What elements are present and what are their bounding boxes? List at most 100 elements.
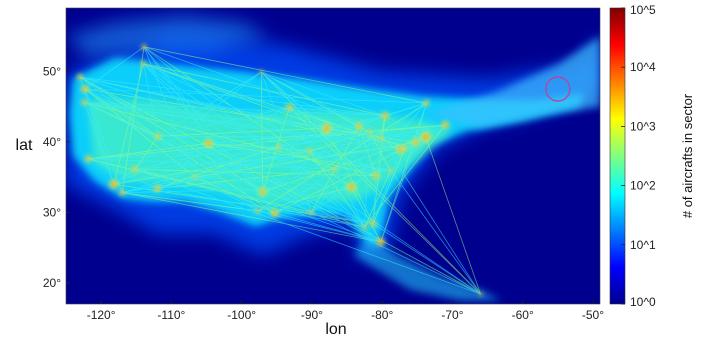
route-line [380,102,427,243]
route-line [84,102,263,193]
route-line [390,124,446,172]
route-line [157,188,365,228]
route-line [121,46,145,193]
hub-hotspot [140,60,147,67]
hub-hotspot [440,120,450,130]
hub-hotspot [354,122,364,131]
colorbar-ticks: 10^0 10^1 10^2 10^3 10^4 10^5 [621,3,656,309]
y-tick-label: 50° [43,64,61,78]
route-line [208,142,336,170]
route-lines [79,46,481,295]
route-line [157,150,310,189]
route-line [143,46,259,212]
x-tick-label: -100° [227,308,256,322]
hub-hotspot [422,99,430,107]
route-line [195,176,258,212]
x-tick-label: -90° [301,308,323,322]
hub-hotspot [332,166,339,173]
route-line [143,63,377,177]
route-line [257,186,352,212]
airport-hubs [76,43,483,297]
hub-hotspot [153,184,162,193]
hub-hotspot [76,73,84,81]
hub-hotspot [320,122,333,135]
route-line [261,71,481,295]
route-line [143,63,327,129]
hub-hotspot [402,144,409,151]
colorbar-tick-label: 10^2 [630,179,656,193]
route-line [358,126,377,176]
route-line [84,102,386,117]
route-line [262,107,290,193]
hub-hotspot [377,135,384,142]
route-line [143,63,263,193]
route-line [84,88,275,214]
hub-hotspot [84,154,93,163]
route-line [143,63,401,151]
x-axis-label: lon [325,321,346,338]
colorbar-tick-label: 10^0 [630,295,656,309]
route-line [208,131,370,144]
route-line [278,131,370,148]
hub-hotspot [308,209,315,216]
colorbar-label: # of aircrafts in sector [680,93,695,218]
hub-hotspot [369,219,377,228]
route-line [261,71,386,117]
hub-hotspot [269,208,280,219]
route-line [380,138,481,295]
hub-hotspot [192,174,198,180]
route-line [157,142,209,189]
route-line [195,176,352,188]
hub-hotspot [375,237,386,247]
route-line [88,142,209,160]
route-line [274,102,427,214]
plot-frame [65,7,601,305]
x-tick-label: -50° [582,308,604,322]
route-line [278,146,365,228]
hub-hotspot [118,189,126,197]
route-line [195,176,275,214]
route-line [79,76,159,137]
hub-hotspot [80,98,88,106]
y-tick-label: 30° [43,205,61,219]
y-axis-label: lat [16,137,33,154]
colorbar: 10^0 10^1 10^2 10^3 10^4 10^5 # of aircrafts … [609,3,695,309]
route-line [83,102,115,185]
x-tick-label: -70° [441,308,463,322]
route-line [369,131,391,171]
route-line [79,76,115,185]
route-line [143,46,352,188]
hub-hotspot [419,130,432,144]
hub-hotspot [345,181,357,193]
route-line [84,102,401,151]
x-tick-label: -80° [371,308,393,322]
hub-hotspot [131,165,139,173]
colorbar-tick-label: 10^1 [630,238,656,252]
hub-hotspot [275,143,282,150]
annotation-circle [545,76,571,102]
y-tick-label: 20° [43,276,61,290]
x-tick-label: -110° [157,308,185,322]
route-line [143,46,417,143]
route-line [134,136,159,170]
route-line [143,63,386,117]
hub-hotspot [108,178,120,190]
hub-hotspot [259,69,264,75]
hub-hotspot [285,103,294,112]
route-line [122,186,352,193]
hub-hotspot [380,111,390,121]
route-line [79,76,377,177]
heatmap-plot [65,7,601,305]
hub-hotspot [254,208,261,214]
hub-hotspot [371,171,381,180]
hub-hotspot [388,168,394,174]
route-line [335,169,391,172]
route-line [195,142,416,178]
hub-hotspot [411,138,421,148]
hub-hotspot [141,43,147,50]
route-line [80,76,406,148]
route-line [261,71,377,176]
hub-hotspot [154,132,162,140]
y-axis-ticks: 20° 30° 40° 50° [43,64,70,290]
route-line [84,88,352,188]
